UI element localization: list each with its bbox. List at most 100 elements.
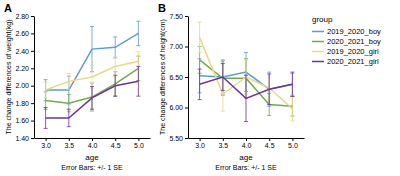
error-bar — [113, 37, 117, 58]
x-tick-label: 3.0 — [195, 142, 205, 149]
panel: 3.0 3.5 4.0 4.5 5.0 1.40 1.60 1.80 2.00 2.20 2.40 2… — [4, 2, 151, 171]
y-tick-mark — [31, 138, 34, 139]
legend-swatch — [312, 51, 324, 53]
y-tick-mark — [31, 68, 34, 69]
y-tick-label: 6.50 — [169, 74, 183, 81]
panel: 3.03.54.04.55.05.506.006.507.007.50BageE… — [158, 2, 381, 171]
y-tick: 2.40 — [15, 48, 34, 55]
error-bar — [136, 67, 140, 97]
legend-item: 2020_2021_boy — [312, 37, 381, 46]
legend-swatch — [312, 31, 324, 33]
y-tick: 7.50 — [169, 13, 188, 20]
x-tick-mark — [138, 138, 139, 141]
error-bar — [244, 75, 248, 121]
error-bar — [44, 82, 48, 98]
legend-swatch — [312, 61, 324, 63]
y-tick-label: 2.20 — [15, 65, 29, 72]
x-tick: 4.0 — [88, 138, 98, 149]
y-tick-label: 5.50 — [169, 135, 183, 142]
series — [44, 67, 141, 129]
error-bar — [90, 26, 94, 71]
y-tick-mark — [31, 33, 34, 34]
y-tick-mark — [31, 51, 34, 52]
x-tick: 4.5 — [111, 138, 121, 149]
y-tick-label: 2.00 — [15, 82, 29, 89]
x-tick-mark — [92, 138, 93, 141]
y-tick-label: 1.40 — [15, 135, 29, 142]
y-tick-label: 7.50 — [169, 13, 183, 20]
x-tick-label: 5.0 — [134, 142, 144, 149]
y-tick-mark — [31, 103, 34, 104]
x-axis: 3.0 3.5 4.0 4.5 5.0 — [35, 138, 151, 149]
x-tick-mark — [246, 138, 247, 141]
y-tick-mark — [185, 108, 188, 109]
legend-item: 2020_2021_girl — [312, 57, 379, 66]
y-tick-mark — [31, 86, 34, 87]
legend-label: 2019_2020_girl — [327, 47, 379, 56]
y-tick-mark — [185, 16, 188, 17]
legend: group2019_2020_boy2020_2021_boy2019_2020… — [312, 15, 381, 66]
chart: 3.0 3.5 4.0 4.5 5.0 1.40 1.60 1.80 2.00 2.20 2.40 2… — [0, 0, 400, 176]
error-bar — [67, 109, 71, 126]
legend-item: 2019_2020_boy — [312, 27, 381, 36]
y-tick: 2.60 — [15, 30, 34, 37]
legend-item: 2019_2020_girl — [312, 47, 379, 56]
y-tick: 6.00 — [169, 104, 188, 111]
error-bar — [267, 74, 271, 105]
y-tick-label: 2.60 — [15, 30, 29, 37]
x-tick-mark — [200, 138, 201, 141]
y-axis-title: The change differences of weight(kg) — [5, 19, 13, 134]
annotation: Error Bars: +/- 1 SE — [61, 164, 123, 171]
error-bar — [113, 72, 117, 96]
x-tick-mark — [292, 138, 293, 141]
y-tick-mark — [185, 77, 188, 78]
x-tick-label: 5.0 — [288, 142, 298, 149]
error-bar — [290, 97, 294, 121]
y-tick-mark — [185, 47, 188, 48]
series — [198, 22, 295, 121]
y-axis: 5.506.006.507.007.50 — [169, 13, 188, 142]
y-axis-title: The change differences of height(cm) — [159, 19, 167, 135]
y-tick: 1.80 — [15, 100, 34, 107]
y-axis-line — [34, 17, 35, 139]
y-tick: 2.00 — [15, 82, 34, 89]
x-axis-title: age — [239, 153, 253, 162]
error-bar — [290, 72, 294, 96]
error-bar — [198, 22, 202, 52]
x-tick-label: 3.5 — [218, 142, 228, 149]
y-tick-label: 6.00 — [169, 104, 183, 111]
x-tick-label: 3.5 — [64, 142, 74, 149]
x-tick-mark — [46, 138, 47, 141]
series-line — [46, 61, 139, 90]
plot-area — [198, 22, 295, 121]
series — [198, 64, 295, 122]
annotation: Error Bars: +/- 1 SE — [215, 164, 277, 171]
x-tick: 3.0 — [41, 138, 51, 149]
x-tick-label: 3.0 — [41, 142, 51, 149]
x-tick: 5.0 — [134, 138, 144, 149]
x-tick-mark — [223, 138, 224, 141]
y-tick: 1.40 — [15, 135, 34, 142]
y-tick-mark — [185, 138, 188, 139]
y-tick-label: 1.80 — [15, 100, 29, 107]
error-bar — [44, 108, 48, 129]
error-bar — [67, 74, 71, 90]
series-line — [46, 81, 139, 118]
error-bar — [90, 87, 94, 110]
x-tick-mark — [69, 138, 70, 141]
legend-swatch — [312, 41, 324, 43]
x-tick-mark — [269, 138, 270, 141]
legend-label: 2020_2021_boy — [327, 37, 381, 46]
y-tick: 2.80 — [15, 13, 34, 20]
x-tick-label: 4.0 — [242, 142, 252, 149]
x-tick: 4.0 — [242, 138, 252, 149]
y-axis: 1.40 1.60 1.80 2.00 2.20 2.40 2.60 2.80 — [15, 13, 34, 142]
legend-label: 2019_2020_boy — [327, 27, 381, 36]
error-bar — [113, 75, 117, 96]
x-tick-label: 4.0 — [88, 142, 98, 149]
y-tick: 1.60 — [15, 117, 34, 124]
panel-title: B — [158, 2, 166, 14]
x-tick-mark — [115, 138, 116, 141]
error-bar — [221, 64, 225, 91]
legend-label: 2020_2021_girl — [327, 57, 379, 66]
